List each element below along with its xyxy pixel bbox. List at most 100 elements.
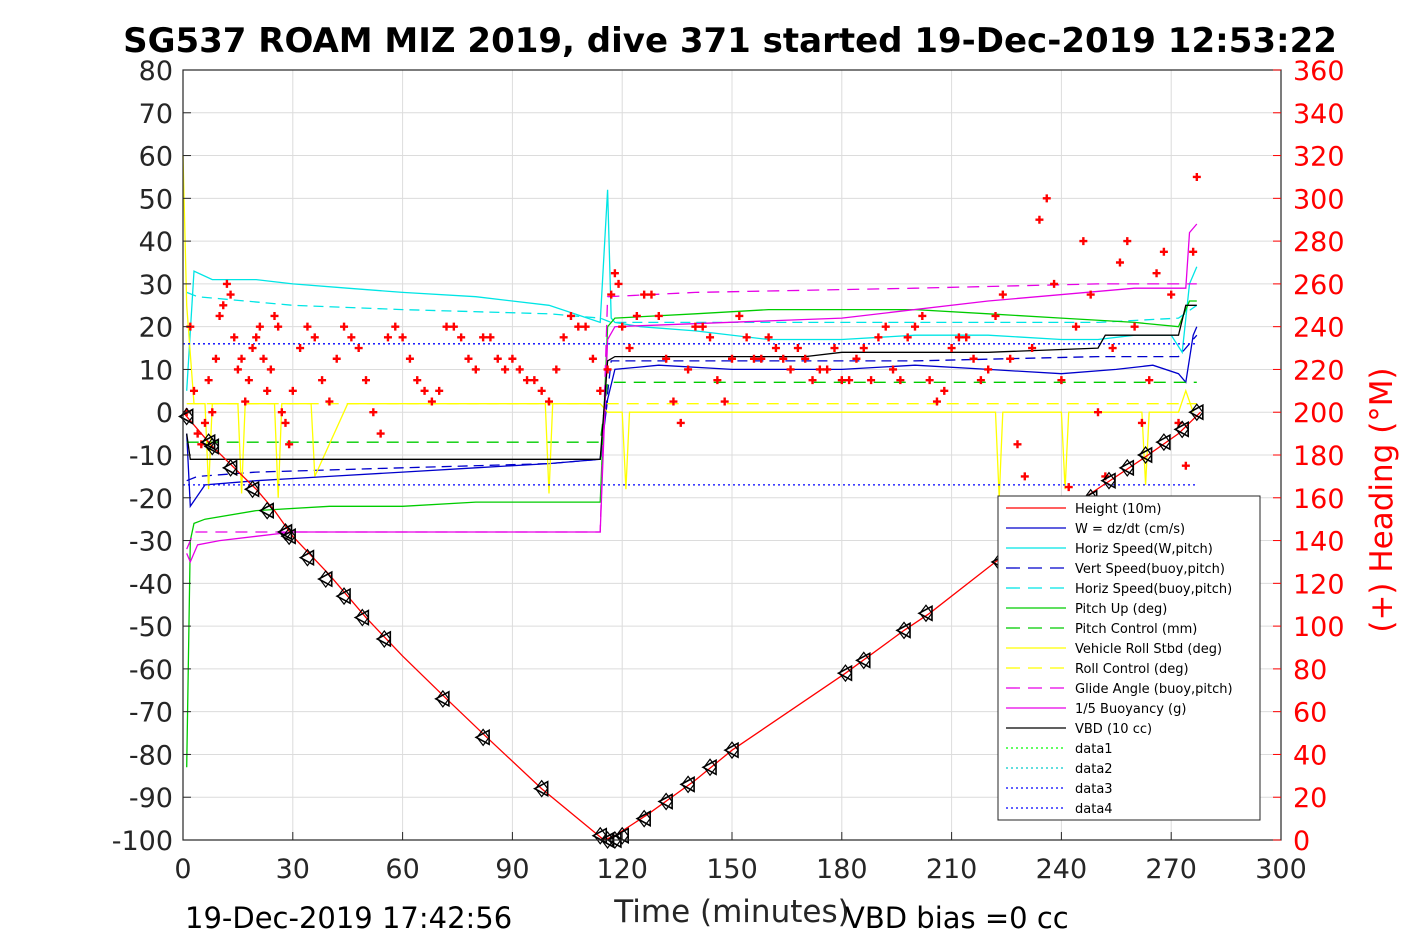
heading-marker bbox=[896, 376, 905, 385]
heading-marker bbox=[581, 322, 590, 331]
depth-marker-diamond bbox=[703, 758, 717, 777]
heading-marker bbox=[1064, 483, 1073, 492]
heading-marker bbox=[984, 365, 993, 374]
heading-marker bbox=[830, 344, 839, 353]
depth-marker-diamond bbox=[615, 826, 629, 845]
depth-marker-diamond bbox=[205, 437, 220, 456]
x-tick-label: 150 bbox=[706, 854, 758, 885]
right-tick-label: 120 bbox=[1293, 569, 1345, 600]
legend-label: Pitch Control (mm) bbox=[1075, 622, 1197, 637]
heading-marker bbox=[405, 354, 414, 363]
legend-items: Height (10m) W = dz/dt (cm/s) Horiz Speed(… bbox=[1006, 502, 1233, 817]
heading-marker bbox=[566, 311, 575, 320]
y-tick-label: 10 bbox=[139, 355, 173, 386]
heading-marker bbox=[607, 290, 616, 299]
heading-marker bbox=[230, 333, 239, 342]
vbd-bias-footer: VBD bias =0 cc bbox=[845, 901, 1069, 935]
heading-marker bbox=[881, 322, 890, 331]
heading-marker bbox=[1072, 322, 1081, 331]
heading-marker bbox=[713, 376, 722, 385]
heading-marker bbox=[530, 376, 539, 385]
legend-label: Horiz Speed(W,pitch) bbox=[1075, 542, 1213, 557]
series-line bbox=[186, 291, 1198, 324]
heading-marker bbox=[889, 365, 898, 374]
right-tick-label: 160 bbox=[1293, 484, 1345, 515]
heading-marker bbox=[596, 386, 605, 395]
heading-marker bbox=[764, 333, 773, 342]
heading-marker bbox=[208, 408, 217, 417]
heading-marker bbox=[237, 354, 246, 363]
y-tick-label: 30 bbox=[139, 270, 173, 301]
heading-marker bbox=[193, 429, 202, 438]
depth-marker-diamond bbox=[1102, 471, 1116, 490]
heading-marker bbox=[801, 354, 810, 363]
heading-marker bbox=[1035, 215, 1044, 224]
x-tick-label: 60 bbox=[385, 854, 419, 885]
heading-marker bbox=[464, 354, 473, 363]
legend-label: VBD (10 cc) bbox=[1075, 722, 1152, 737]
depth-marker-diamond bbox=[1175, 420, 1189, 439]
right-tick-label: 60 bbox=[1293, 698, 1327, 729]
right-tick-label: 200 bbox=[1293, 398, 1345, 429]
heading-marker bbox=[263, 386, 272, 395]
depth-marker-diamond bbox=[260, 501, 274, 520]
depth-marker-diamond bbox=[725, 741, 739, 760]
right-axis: 0 20 40 60 80 100 120 140 160 180 200 220 240 260 280 3… bbox=[1273, 56, 1345, 857]
series-line bbox=[186, 223, 1198, 564]
heading-marker bbox=[998, 290, 1007, 299]
heading-marker bbox=[969, 354, 978, 363]
heading-marker bbox=[1042, 194, 1051, 203]
heading-marker bbox=[757, 354, 766, 363]
legend: Height (10m) W = dz/dt (cm/s) Horiz Speed(… bbox=[997, 495, 1261, 821]
depth-marker-diamond bbox=[838, 664, 853, 683]
heading-marker bbox=[545, 397, 553, 406]
depth-marker-diamond bbox=[534, 779, 549, 798]
right-tick-label: 180 bbox=[1293, 441, 1345, 472]
heading-layer bbox=[182, 172, 1201, 492]
y-tick-label: -50 bbox=[129, 612, 173, 643]
depth-marker-diamond bbox=[1190, 403, 1204, 422]
heading-marker bbox=[962, 333, 971, 342]
y-tick-label: 70 bbox=[139, 99, 173, 130]
heading-marker bbox=[771, 344, 780, 353]
heading-marker bbox=[255, 322, 264, 331]
y-tick-label: -60 bbox=[129, 655, 173, 686]
heading-marker bbox=[277, 408, 286, 417]
y-tick-label: -10 bbox=[129, 441, 173, 472]
heading-marker bbox=[241, 397, 250, 406]
heading-marker bbox=[266, 365, 275, 374]
heading-marker bbox=[248, 344, 257, 353]
heading-marker bbox=[976, 376, 985, 385]
y-tick-label: 0 bbox=[156, 398, 173, 429]
heading-marker bbox=[808, 376, 817, 385]
x-axis: 0 30 60 90 120 150 180 210 240 270 300 bbox=[174, 832, 1307, 885]
y-tick-label: -80 bbox=[129, 740, 173, 771]
heading-marker bbox=[325, 397, 334, 406]
depth-marker-diamond bbox=[318, 570, 333, 589]
heading-marker bbox=[676, 418, 685, 427]
heading-marker bbox=[211, 354, 220, 363]
series-line bbox=[186, 304, 1197, 460]
heading-marker bbox=[1079, 237, 1088, 246]
depth-marker-diamond bbox=[436, 689, 450, 708]
heading-marker bbox=[222, 279, 231, 288]
heading-marker bbox=[618, 322, 627, 331]
heading-marker bbox=[449, 322, 458, 331]
left-axis: -100-90-80-70-60-50-40-30-20-10010203040… bbox=[112, 56, 191, 857]
heading-marker bbox=[259, 354, 268, 363]
heading-marker bbox=[932, 397, 941, 406]
right-tick-label: 260 bbox=[1293, 270, 1345, 301]
heading-marker bbox=[244, 376, 253, 385]
right-tick-label: 100 bbox=[1293, 612, 1345, 643]
heading-marker bbox=[1057, 376, 1066, 385]
heading-marker bbox=[1123, 237, 1132, 246]
heading-marker bbox=[200, 418, 209, 427]
legend-label: Roll Control (deg) bbox=[1075, 662, 1189, 677]
x-tick-label: 0 bbox=[174, 854, 191, 885]
legend-label: Horiz Speed(buoy,pitch) bbox=[1075, 582, 1232, 597]
legend-label: Pitch Up (deg) bbox=[1075, 602, 1167, 617]
heading-marker bbox=[471, 365, 480, 374]
heading-marker bbox=[669, 397, 678, 406]
legend-label: W = dz/dt (cm/s) bbox=[1075, 522, 1185, 537]
heading-marker bbox=[501, 365, 510, 374]
